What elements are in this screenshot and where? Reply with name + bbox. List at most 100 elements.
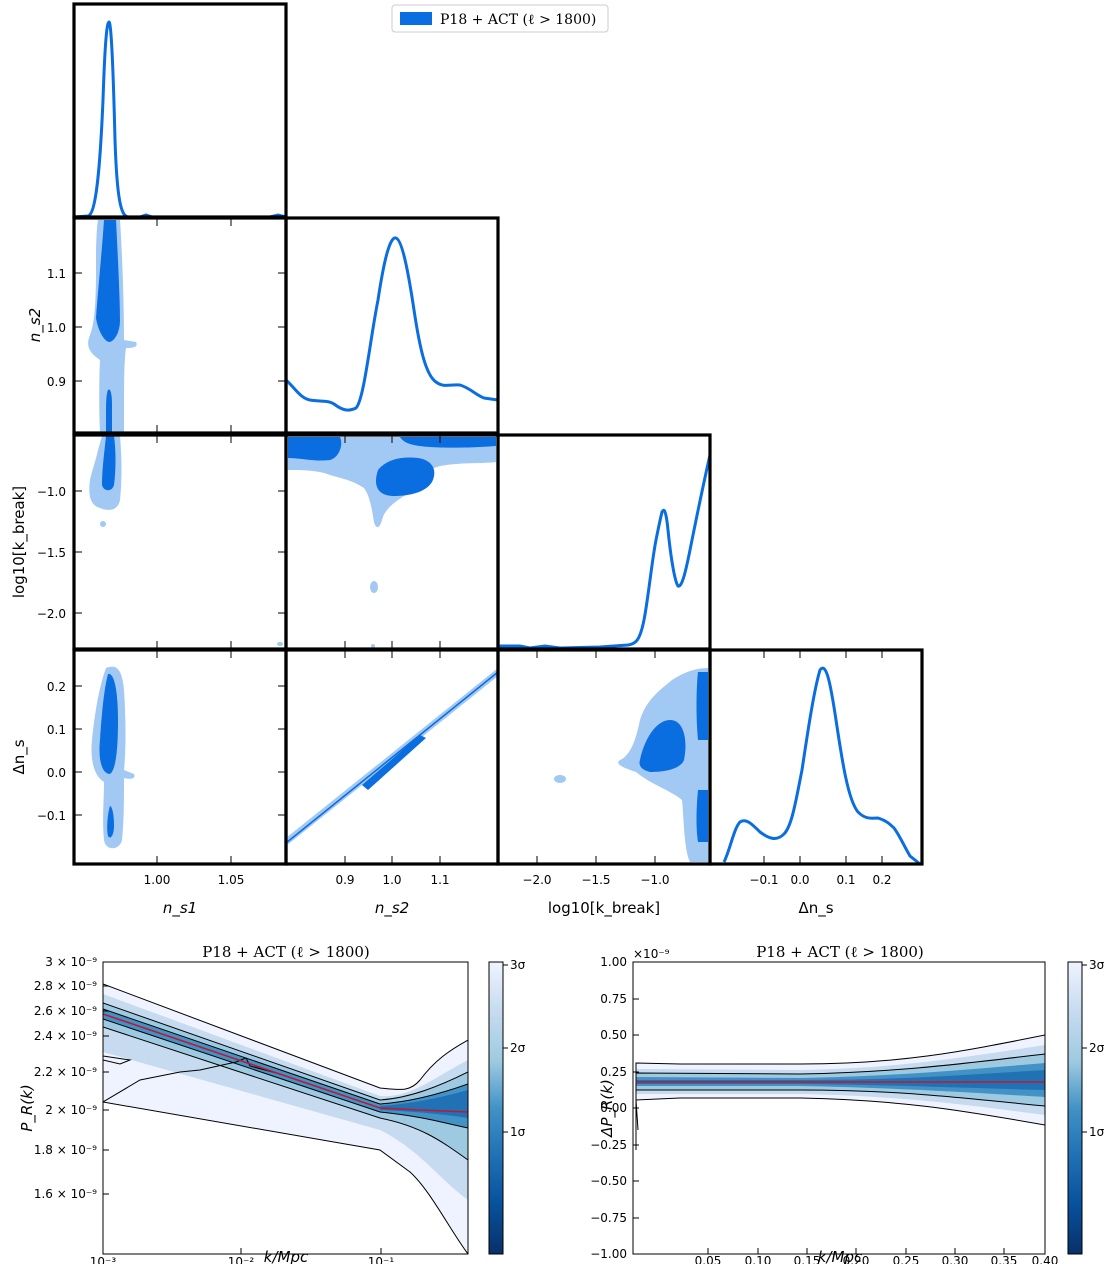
ytick-label: 1.6 × 10⁻⁹ bbox=[34, 1187, 97, 1201]
panel-power-spectrum: P18 + ACT (ℓ > 1800) 3 × 10⁻⁹ 2.8 × 10⁻⁹… bbox=[18, 943, 469, 1264]
side-contour bbox=[103, 1055, 132, 1065]
xlabel: k/Mpc bbox=[264, 1248, 309, 1264]
contour-1sigma bbox=[375, 457, 435, 496]
contour-1sigma bbox=[99, 673, 118, 774]
xtick-label: 0.30 bbox=[942, 1254, 969, 1264]
ylabel: P_R(k) bbox=[18, 1084, 37, 1131]
ytick-label: 2.8 × 10⁻⁹ bbox=[34, 979, 97, 993]
contour-1sigma bbox=[96, 220, 120, 342]
colorbar-tick: 3σ bbox=[1089, 958, 1105, 972]
ytick-label: −1.00 bbox=[590, 1247, 627, 1261]
ylabel-kbreak: log10[k_break] bbox=[10, 486, 29, 598]
panel-ns2-marginal bbox=[284, 216, 500, 435]
plot-title: P18 + ACT (ℓ > 1800) bbox=[202, 943, 370, 961]
ytick-label: −0.75 bbox=[590, 1211, 627, 1225]
xtick-label: −1.5 bbox=[581, 873, 610, 887]
plot-frame bbox=[102, 961, 469, 1255]
contour-1sigma bbox=[400, 437, 496, 448]
ytick-label: 1.00 bbox=[600, 955, 627, 969]
xtick-label: 0.15 bbox=[794, 1254, 821, 1264]
axis-label-dns-row: 0.2 0.1 0.0 −0.1 Δn_s bbox=[10, 680, 66, 823]
side-contour bbox=[103, 1057, 281, 1103]
xtick-label: 0.40 bbox=[1032, 1254, 1059, 1264]
xlabel-ns1: n_s1 bbox=[163, 899, 197, 918]
panel-dns-marginal bbox=[708, 648, 924, 866]
tick-marks bbox=[344, 435, 441, 649]
band-core bbox=[636, 1070, 1045, 1090]
xtick-label: −0.1 bbox=[749, 873, 778, 887]
ns1-marginal-curve bbox=[73, 20, 287, 219]
xlabel-right: k/Mpc bbox=[818, 1248, 863, 1264]
colorbar-left: 3σ 2σ 1σ bbox=[488, 958, 526, 1255]
xtick-label: 0.20 bbox=[843, 1254, 870, 1264]
edge-contour bbox=[635, 1064, 639, 1150]
ns2-marginal-curve bbox=[284, 236, 499, 412]
ylabel-ns2: n_s2 bbox=[26, 308, 45, 342]
colorbar-tick: 1σ bbox=[510, 1125, 526, 1139]
xtick-label: 0.35 bbox=[991, 1254, 1018, 1264]
panel-kbreak-vs-ns2 bbox=[284, 433, 500, 651]
colorbar-tick: 2σ bbox=[1089, 1041, 1105, 1055]
xlabel-dns: Δn_s bbox=[798, 899, 833, 918]
kbreak-marginal-curve bbox=[498, 454, 712, 650]
xtick-label: 1.00 bbox=[144, 873, 171, 887]
xlabel-ns2: n_s2 bbox=[375, 899, 409, 918]
ylabel: ΔP_R(k) bbox=[598, 1079, 617, 1138]
tick-marks bbox=[103, 961, 382, 1254]
ytick-label: 0.0 bbox=[47, 766, 66, 780]
contour-1sigma bbox=[639, 720, 686, 772]
panel-frame bbox=[708, 648, 924, 866]
tick-marks bbox=[536, 650, 656, 864]
xtick-label: 0.25 bbox=[893, 1254, 920, 1264]
ytick-label: 3 × 10⁻⁹ bbox=[45, 955, 97, 969]
xtick-label: 0.0 bbox=[790, 873, 809, 887]
ytick-label: −1.0 bbox=[37, 485, 66, 499]
xtick-label: 10⁻² bbox=[228, 1255, 255, 1264]
contour-island bbox=[277, 642, 283, 646]
xtick-label: 0.2 bbox=[872, 873, 891, 887]
xtick-label: 10⁻³ bbox=[90, 1255, 117, 1264]
legend-box bbox=[391, 4, 609, 33]
legend-swatch bbox=[400, 12, 432, 25]
ytick-label: 2.6 × 10⁻⁹ bbox=[34, 1004, 97, 1018]
legend-label: P18 + ACT (ℓ > 1800) bbox=[440, 12, 596, 28]
offset-label: ×10⁻⁹ bbox=[633, 947, 670, 961]
ytick-label: 0.9 bbox=[47, 375, 66, 389]
band-1sigma bbox=[103, 1008, 468, 1129]
panel-dns-vs-ns1 bbox=[72, 648, 288, 866]
contour-1sigma bbox=[288, 437, 342, 461]
ytick-label: 1.8 × 10⁻⁹ bbox=[34, 1143, 97, 1157]
xtick-label: 0.1 bbox=[836, 873, 855, 887]
ytick-label: 0.25 bbox=[600, 1065, 627, 1079]
contour-island bbox=[371, 644, 375, 648]
axis-label-ns2-row: 1.1 1.0 0.9 n_s2 bbox=[26, 267, 66, 389]
colorbar-bar bbox=[488, 961, 504, 1255]
contour-1sigma-lower bbox=[107, 806, 114, 838]
ytick-label: 2.4 × 10⁻⁹ bbox=[34, 1029, 97, 1043]
corner-x-axes: 1.00 1.05 0.9 1.0 1.1 −2.0 −1.5 −1.0 −0.… bbox=[144, 873, 892, 918]
ytick-label: 0.00 bbox=[600, 1101, 627, 1115]
xtick-label: −1.0 bbox=[640, 873, 669, 887]
colorbar-tick: 3σ bbox=[510, 958, 526, 972]
ytick-label: −0.1 bbox=[37, 809, 66, 823]
panel-delta-power-spectrum: ×10⁻⁹ P18 + ACT (ℓ > 1800) 1.00 0.75 0.5… bbox=[590, 943, 1058, 1264]
contour-1sigma bbox=[696, 672, 708, 740]
contour-1sigma bbox=[286, 671, 498, 844]
xtick-label: 10⁻¹ bbox=[368, 1255, 395, 1264]
colorbar-tick: 1σ bbox=[1089, 1125, 1105, 1139]
ytick-label: −0.25 bbox=[590, 1138, 627, 1152]
ytick-label: 2.2 × 10⁻⁹ bbox=[34, 1065, 97, 1079]
ytick-label: 0.1 bbox=[47, 723, 66, 737]
ytick-label: −1.5 bbox=[37, 546, 66, 560]
contour-1sigma bbox=[696, 790, 708, 842]
axis-label-kbreak-row: −1.0 −1.5 −2.0 log10[k_break] bbox=[10, 485, 66, 621]
ytick-label: −2.0 bbox=[37, 607, 66, 621]
tick-marks bbox=[763, 650, 883, 864]
xlabel-kbreak: log10[k_break] bbox=[548, 899, 660, 918]
confidence-bands bbox=[635, 1034, 1045, 1150]
panel-ns1-marginal bbox=[72, 2, 288, 219]
tick-marks bbox=[633, 961, 1005, 1254]
tick-marks bbox=[344, 650, 441, 864]
ytick-label: 1.0 bbox=[47, 321, 66, 335]
